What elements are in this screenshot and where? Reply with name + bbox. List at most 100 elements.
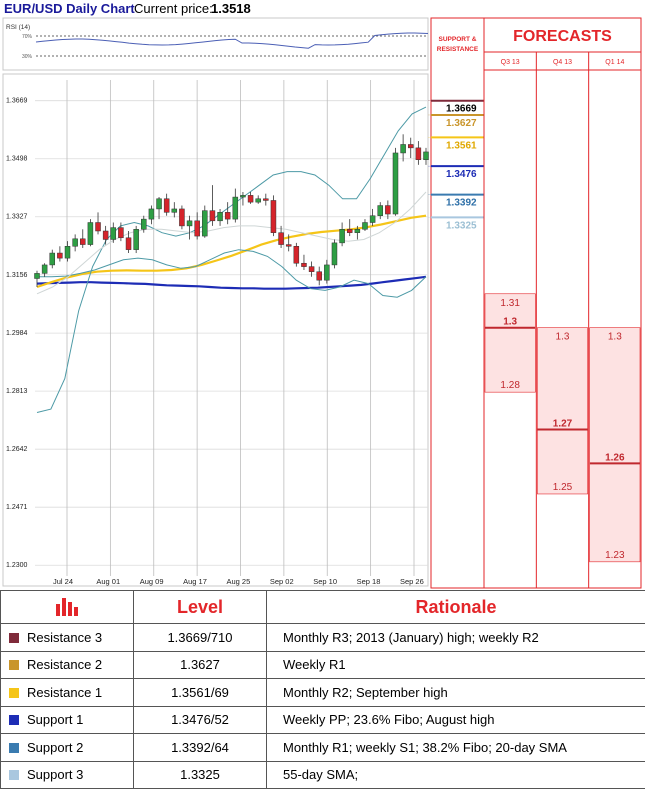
- forecast-high: 1.3: [556, 332, 570, 343]
- candle-body: [156, 198, 162, 210]
- level-value: 1.3561/69: [133, 678, 267, 707]
- candle-body: [72, 238, 78, 247]
- level-color-swatch: [9, 770, 19, 781]
- sr-level-label: 1.3669: [446, 104, 477, 115]
- level-value: 1.3392/64: [133, 733, 267, 762]
- level-rationale: Weekly R1: [266, 650, 645, 679]
- level-name: Support 1: [27, 712, 84, 728]
- indicator-series-3: [37, 249, 427, 298]
- candle-body: [316, 271, 322, 281]
- y-tick-label: 1.3498: [6, 156, 28, 163]
- candle-body: [57, 252, 63, 259]
- candle-body: [354, 229, 361, 233]
- level-name-cell: Support 3: [0, 760, 134, 789]
- level-value: 1.3325: [133, 760, 267, 789]
- forecast-low: 1.28: [500, 380, 520, 391]
- levels-row: Support 2 1.3392/64 Monthly R1; weekly S1;…: [0, 733, 645, 762]
- sr-level-label: 1.3476: [446, 169, 477, 180]
- sr-level-label: 1.3325: [446, 220, 477, 231]
- level-color-swatch: [9, 742, 19, 753]
- level-value: 1.3627: [133, 650, 267, 679]
- forecast-col-label: Q3 13: [501, 59, 520, 66]
- candle-body: [141, 218, 147, 230]
- level-name-cell: Resistance 1: [0, 678, 134, 707]
- candle-body: [247, 195, 254, 203]
- candle-body: [346, 229, 353, 233]
- candle-body: [278, 232, 284, 245]
- level-name-cell: Support 1: [0, 705, 134, 734]
- level-rationale: Monthly R3; 2013 (January) high; weekly …: [266, 623, 645, 652]
- candle-body: [133, 229, 139, 250]
- level-rationale: Weekly PP; 23.6% Fibo; August high: [266, 705, 645, 734]
- sr-level-label: 1.3561: [446, 140, 477, 151]
- x-tick-label: Sep 26: [400, 577, 424, 586]
- candle-body: [240, 195, 246, 198]
- sr-level-label: 1.3392: [446, 198, 477, 209]
- candle-body: [95, 222, 101, 232]
- chart-svg: RSI (14) 70% 30% 1.3669 1.3498 1.3327 1.3156 1.…: [2, 17, 642, 589]
- candle-body: [224, 212, 231, 220]
- candle-body: [324, 264, 330, 281]
- candle-body: [301, 262, 307, 267]
- forecast-low: 1.25: [553, 482, 573, 493]
- rsi-tick-70: 70%: [22, 34, 33, 40]
- rsi-tick-30: 30%: [22, 54, 33, 60]
- sr-header-line1: SUPPORT &: [439, 36, 477, 43]
- y-tick-label: 1.2984: [6, 330, 28, 337]
- forecast-high: 1.3: [608, 332, 622, 343]
- price-label: Current price:: [134, 1, 213, 16]
- forecasts-title: FORECASTS: [513, 28, 612, 45]
- candle-body: [102, 230, 109, 240]
- x-tick-label: Aug 25: [227, 577, 251, 586]
- candle-body: [148, 208, 155, 220]
- y-tick-label: 1.3156: [6, 272, 28, 279]
- forecast-target: 1.27: [553, 418, 573, 429]
- x-tick-label: Sep 02: [270, 577, 294, 586]
- level-color-swatch: [9, 687, 19, 698]
- candle-body: [34, 273, 40, 279]
- candle-body: [171, 208, 178, 213]
- level-name-cell: Support 2: [0, 733, 134, 762]
- candle-body: [232, 196, 239, 220]
- y-tick-label: 1.3327: [6, 214, 28, 221]
- levels-header-row: Level Rationale: [0, 590, 645, 624]
- candle-body: [423, 151, 429, 160]
- candle-body: [385, 205, 391, 215]
- candle-body: [110, 227, 117, 240]
- rsi-panel: [2, 17, 429, 71]
- candle-body: [400, 144, 406, 154]
- level-color-swatch: [9, 660, 19, 671]
- candle-body: [217, 212, 223, 222]
- candle-body: [415, 147, 422, 160]
- candle-body: [118, 227, 124, 239]
- level-name: Support 3: [27, 767, 84, 783]
- candle-body: [263, 198, 269, 201]
- y-tick-label: 1.2300: [6, 562, 28, 569]
- candle-body: [64, 246, 71, 259]
- forecast-col-label: Q4 13: [553, 59, 572, 66]
- candle-body: [369, 215, 376, 223]
- level-color-swatch: [9, 632, 19, 643]
- level-name: Support 2: [27, 739, 84, 755]
- candle-body: [41, 264, 48, 274]
- candle-body: [202, 210, 208, 237]
- y-tick-label: 1.3669: [6, 98, 28, 105]
- level-value: 1.3669/710: [133, 623, 267, 652]
- level-name: Resistance 2: [27, 657, 103, 673]
- bar-chart-icon-svg: [56, 597, 78, 616]
- forecast-low: 1.23: [605, 550, 625, 561]
- y-tick-label: 1.2813: [6, 388, 28, 395]
- candle-body: [407, 144, 414, 149]
- rsi-label: RSI (14): [6, 24, 30, 31]
- candle-body: [331, 242, 338, 266]
- indicator-series-4: [36, 191, 427, 295]
- candle-body: [293, 246, 300, 264]
- current-price: 1.3518: [211, 1, 251, 16]
- indicator-series-1: [36, 214, 427, 289]
- rationale-header: Rationale: [266, 590, 645, 624]
- candle-body: [308, 266, 315, 272]
- x-tick-label: Aug 17: [183, 577, 207, 586]
- levels-row: Resistance 3 1.3669/710 Monthly R3; 2013 (…: [0, 623, 645, 652]
- candle-body: [285, 244, 292, 247]
